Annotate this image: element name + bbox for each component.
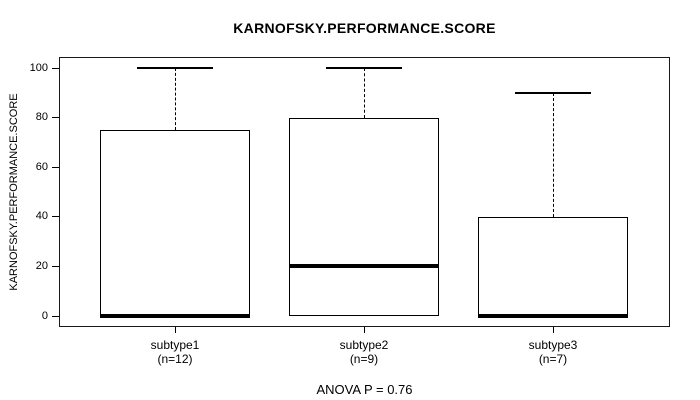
y-tick-mark	[52, 216, 59, 218]
upper-whisker-cap	[326, 67, 402, 69]
median-line	[289, 264, 439, 269]
x-tick-mark	[363, 327, 365, 333]
x-tick-label: subtype3 (n=7)	[493, 338, 613, 366]
median-line	[478, 314, 628, 318]
y-tick-label: 40	[35, 210, 48, 223]
category-n-label: (n=12)	[157, 352, 193, 366]
median-line	[100, 314, 250, 318]
iqr-box	[478, 216, 628, 316]
x-tick-label: subtype2 (n=9)	[304, 338, 424, 366]
x-tick-mark	[174, 327, 176, 333]
upper-whisker-line	[552, 92, 554, 217]
category-label: subtype3	[528, 338, 578, 352]
iqr-box	[289, 117, 439, 316]
y-tick-label: 60	[35, 160, 48, 173]
y-tick-mark	[52, 166, 59, 168]
x-tick-label: subtype1 (n=12)	[115, 338, 235, 366]
iqr-box	[100, 130, 250, 316]
upper-whisker-cap	[137, 67, 213, 69]
y-tick-mark	[52, 117, 59, 119]
upper-whisker-cap	[515, 91, 591, 94]
category-n-label: (n=9)	[349, 352, 379, 366]
y-tick-mark	[52, 67, 59, 69]
chart-title: KARNOFSKY.PERFORMANCE.SCORE	[233, 20, 496, 36]
y-tick-mark	[52, 265, 59, 267]
y-tick-label: 0	[41, 309, 48, 322]
anova-annotation: ANOVA P = 0.76	[316, 382, 413, 397]
y-tick-mark	[52, 315, 59, 317]
y-tick-label: 20	[35, 259, 48, 272]
x-tick-mark	[552, 327, 554, 333]
upper-whisker-line	[363, 68, 365, 118]
category-label: subtype2	[339, 338, 389, 352]
upper-whisker-line	[174, 68, 176, 130]
y-tick-label: 80	[35, 111, 48, 124]
category-label: subtype1	[150, 338, 200, 352]
category-n-label: (n=7)	[538, 352, 568, 366]
y-tick-label: 100	[29, 61, 48, 74]
